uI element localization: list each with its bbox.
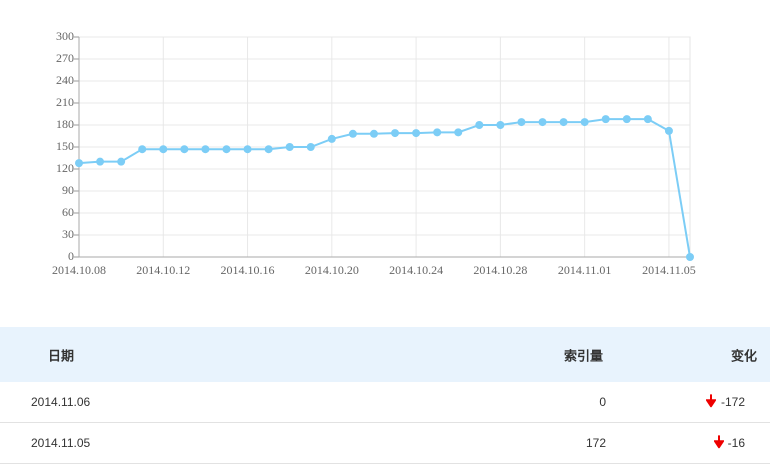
- x-tick-label: 2014.10.16: [221, 263, 275, 277]
- header-cell: 日期: [48, 348, 75, 363]
- change-cell: -172: [720, 395, 745, 409]
- point: [517, 118, 526, 127]
- y-tick-label: 270: [56, 51, 74, 65]
- point: [96, 157, 105, 166]
- point: [664, 126, 673, 135]
- y-tick-label: 90: [62, 183, 74, 197]
- point: [496, 121, 505, 129]
- point: [327, 134, 336, 143]
- y-tick-label: 120: [56, 161, 74, 175]
- y-tick-label: 180: [56, 117, 74, 131]
- point: [75, 159, 83, 168]
- line: [78, 118, 691, 258]
- x-tick-label: 2014.10.12: [136, 263, 190, 277]
- x-tick-label: 2014.10.20: [305, 263, 359, 277]
- down-arrow: [714, 435, 724, 449]
- point: [117, 157, 126, 166]
- point: [559, 118, 568, 127]
- date-cell: 2014.11.06: [31, 395, 91, 409]
- y-tick-label: 30: [62, 227, 74, 241]
- point: [643, 115, 652, 124]
- point: [686, 253, 694, 261]
- point: [412, 129, 421, 138]
- x-tick-label: 2014.11.01: [558, 263, 612, 277]
- point: [243, 145, 252, 154]
- point: [348, 129, 357, 138]
- x-tick-label: 2014.10.24: [389, 263, 443, 277]
- y-tick-label: 240: [56, 73, 74, 87]
- point: [454, 128, 463, 137]
- y-tick-label: 150: [56, 139, 74, 153]
- header-cell: 索引量: [563, 348, 603, 363]
- y-tick-label: 0: [68, 249, 74, 263]
- point: [475, 121, 484, 129]
- point: [433, 128, 442, 137]
- point: [601, 115, 610, 124]
- point: [391, 129, 400, 138]
- point: [538, 118, 547, 127]
- x-tick-label: 2014.10.08: [52, 263, 106, 277]
- data-table: 日期 索引量 变化 2014.11.06 0 -172 2014.11.05 1…: [0, 327, 770, 464]
- date-cell: 2014.11.05: [31, 436, 91, 450]
- point: [180, 145, 189, 154]
- table-header: 日期 索引量 变化: [0, 327, 770, 382]
- x-tick-label: 2014.10.28: [473, 263, 527, 277]
- header-cell: 变化: [730, 348, 757, 363]
- down-arrow: [706, 394, 716, 408]
- y-tick-label: 60: [62, 205, 74, 219]
- table-row: 2014.11.05 172 -16: [0, 423, 770, 464]
- point: [369, 129, 378, 138]
- y-tick-label: 210: [56, 95, 74, 109]
- change-cell: -16: [727, 436, 745, 450]
- table-row: 2014.11.06 0 -172: [0, 382, 770, 423]
- point: [580, 118, 589, 127]
- y-tick-label: 300: [56, 29, 74, 43]
- count-cell: 0: [599, 395, 606, 409]
- point: [138, 145, 147, 154]
- chart: 0 30 60 90 120 150 180 210 240 270 300 2014.10.08 20…: [52, 29, 696, 277]
- x-tick-label: 2014.11.05: [642, 263, 696, 277]
- point: [285, 143, 294, 151]
- point: [264, 145, 273, 154]
- point: [159, 145, 168, 154]
- point: [222, 145, 231, 154]
- point: [622, 115, 631, 124]
- point: [306, 143, 315, 151]
- point: [201, 145, 210, 154]
- count-cell: 172: [585, 436, 606, 450]
